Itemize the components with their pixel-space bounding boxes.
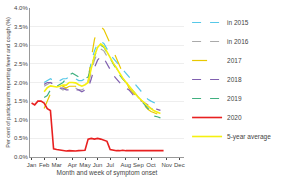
svg-text:1.0%: 1.0% [14,117,28,123]
svg-text:Jan: Jan [27,162,37,168]
svg-text:in 2015: in 2015 [227,19,249,26]
svg-text:3.0%: 3.0% [14,42,28,48]
svg-text:Jun: Jun [93,162,103,168]
svg-text:Sep: Sep [133,162,144,168]
svg-text:3.5%: 3.5% [14,24,28,30]
svg-text:0.0%: 0.0% [14,154,28,160]
svg-text:2018: 2018 [227,76,242,83]
svg-text:1.5%: 1.5% [14,98,28,104]
svg-text:2020: 2020 [227,114,242,121]
svg-text:Jul: Jul [106,162,114,168]
svg-text:Aug: Aug [121,162,132,168]
svg-text:Month and week of symptom onse: Month and week of symptom onset [57,169,158,177]
svg-text:Oct: Oct [146,162,156,168]
svg-text:2.0%: 2.0% [14,80,28,86]
svg-text:4.0%: 4.0% [14,5,28,11]
svg-text:5-year average: 5-year average [227,133,271,141]
svg-text:Per cent of participants repor: Per cent of participants reporting fever… [5,17,11,148]
svg-text:0.5%: 0.5% [14,135,28,141]
svg-text:2.5%: 2.5% [14,61,28,67]
svg-text:Dec: Dec [174,162,185,168]
svg-text:Feb: Feb [39,162,50,168]
svg-text:Mar: Mar [52,162,62,168]
svg-text:in 2016: in 2016 [227,38,249,45]
svg-text:2017: 2017 [227,57,242,64]
svg-text:2019: 2019 [227,95,242,102]
svg-text:Nov: Nov [161,162,172,168]
svg-text:Apr: Apr [68,162,77,168]
svg-text:May: May [79,162,90,168]
